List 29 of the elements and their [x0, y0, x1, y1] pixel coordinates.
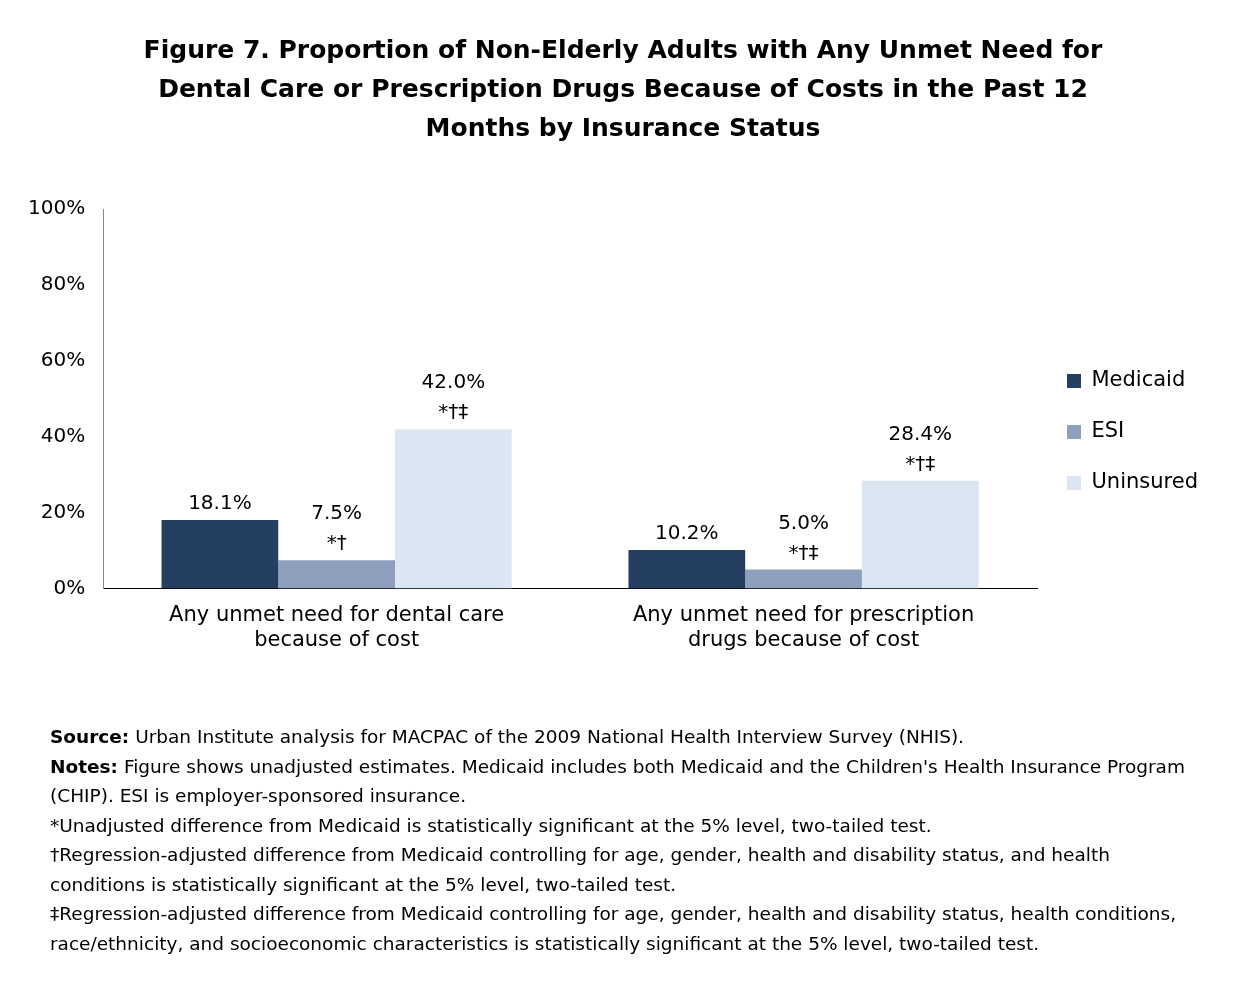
legend-label: Medicaid: [1091, 367, 1186, 392]
text: †Regression-adjusted difference from Medicaid controlling for age, gender, health and disability status, and health conditions is statistically significant at the 5% level, two-tailed test.: [50, 844, 1110, 895]
y-tick-label: 0%: [53, 574, 86, 599]
y-tick-label: 80%: [40, 271, 86, 296]
legend-label: Uninsured: [1091, 469, 1198, 494]
y-tick-label: 100%: [27, 195, 86, 220]
data-label: 42.0% *†‡: [421, 369, 486, 424]
data-label: 10.2%: [655, 520, 719, 545]
chart-title: Figure 7. Proportion of Non-Elderly Adults with Any Unmet Need for Dental Care or Prescription Drugs Because of Costs in the Past 12 Months by Insurance Status: [142, 34, 1104, 144]
text: Notes: Figure shows unadjusted estimates. Medicaid includes both Medicaid and the Children's Health Insurance Program (CHIP). ESI is employer-sponsored insurance.: [50, 755, 1185, 806]
x-tick-label: Any unmet need for prescription drugs because of cost: [632, 601, 975, 651]
y-tick-label: 40%: [40, 422, 86, 447]
bar: [861, 480, 979, 589]
x-tick-label: Any unmet need for dental care because of cost: [169, 601, 505, 651]
text: *Unadjusted difference from Medicaid is statistically significant at the 5% level, two-tailed test.: [50, 814, 932, 836]
y-tick-label: 20%: [40, 498, 86, 523]
text: ‡Regression-adjusted difference from Medicaid controlling for age, gender, health and disability status, health conditions, race/ethnicity, and socioeconomic characteristics is statistically significant at the 5% level, two-tailed test.: [50, 903, 1177, 954]
y-tick-label: 60%: [40, 347, 86, 372]
legend-label: ESI: [1091, 418, 1125, 443]
bar: [278, 560, 395, 589]
data-label: 18.1%: [188, 490, 252, 515]
data-label: 7.5% *†: [311, 500, 363, 555]
source-note: Source: Urban Institute analysis for MACPAC of the 2009 National Health Interview Survey (NHIS).: [50, 726, 964, 747]
data-label: 5.0% *†‡: [778, 509, 829, 564]
data-label: 28.4% *†‡: [888, 421, 953, 475]
bar: [745, 569, 862, 589]
bar: [395, 429, 512, 589]
bar: [628, 549, 746, 589]
bar: [161, 519, 279, 589]
